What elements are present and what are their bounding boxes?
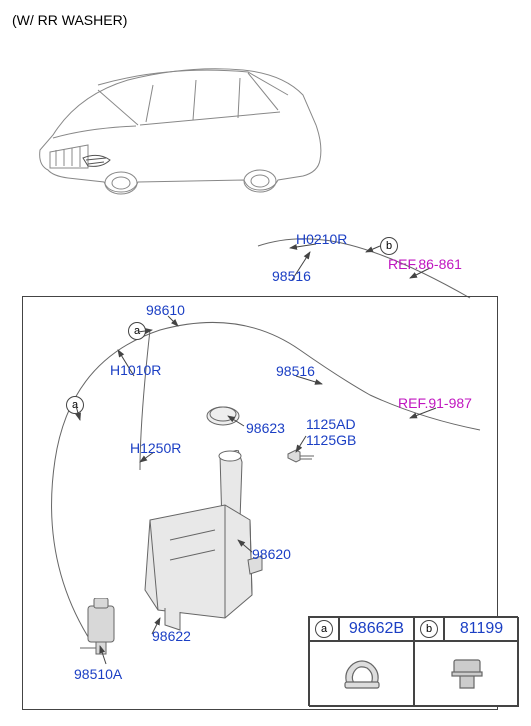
callout-98510A: 98510A bbox=[74, 666, 122, 682]
legend-header-b: b bbox=[414, 617, 444, 641]
callout-1125GB: 1125GB bbox=[306, 432, 356, 448]
legend-image-b bbox=[414, 641, 519, 707]
legend-part-b: 81199 bbox=[460, 620, 503, 638]
clip-a-icon bbox=[337, 654, 387, 694]
legend-image-a bbox=[309, 641, 414, 707]
callout-H1010R: H1010R bbox=[110, 362, 161, 378]
callout-98622: 98622 bbox=[152, 628, 191, 644]
clip-b-icon bbox=[442, 654, 492, 694]
callout-H1250R: H1250R bbox=[130, 440, 181, 456]
legend-header-part-b: 81199 bbox=[444, 617, 519, 641]
callout-H0210R: H0210R bbox=[296, 231, 347, 247]
callout-REF91: REF.91-987 bbox=[398, 395, 472, 411]
callout-98516-mid: 98516 bbox=[276, 363, 315, 379]
callout-98620: 98620 bbox=[252, 546, 291, 562]
callout-REF86: REF.86-861 bbox=[388, 256, 462, 272]
callout-98623: 98623 bbox=[246, 420, 285, 436]
legend-table: a 98662B b 81199 bbox=[308, 616, 518, 706]
callout-1125AD: 1125AD bbox=[306, 416, 356, 432]
legend-header-part-a: 98662B bbox=[339, 617, 414, 641]
callout-98516-top: 98516 bbox=[272, 268, 311, 284]
legend-header-a: a bbox=[309, 617, 339, 641]
legend-part-a: 98662B bbox=[349, 620, 404, 638]
bubble-label: b bbox=[426, 623, 432, 635]
callout-98610: 98610 bbox=[146, 302, 185, 318]
bubble-label: a bbox=[321, 623, 327, 635]
